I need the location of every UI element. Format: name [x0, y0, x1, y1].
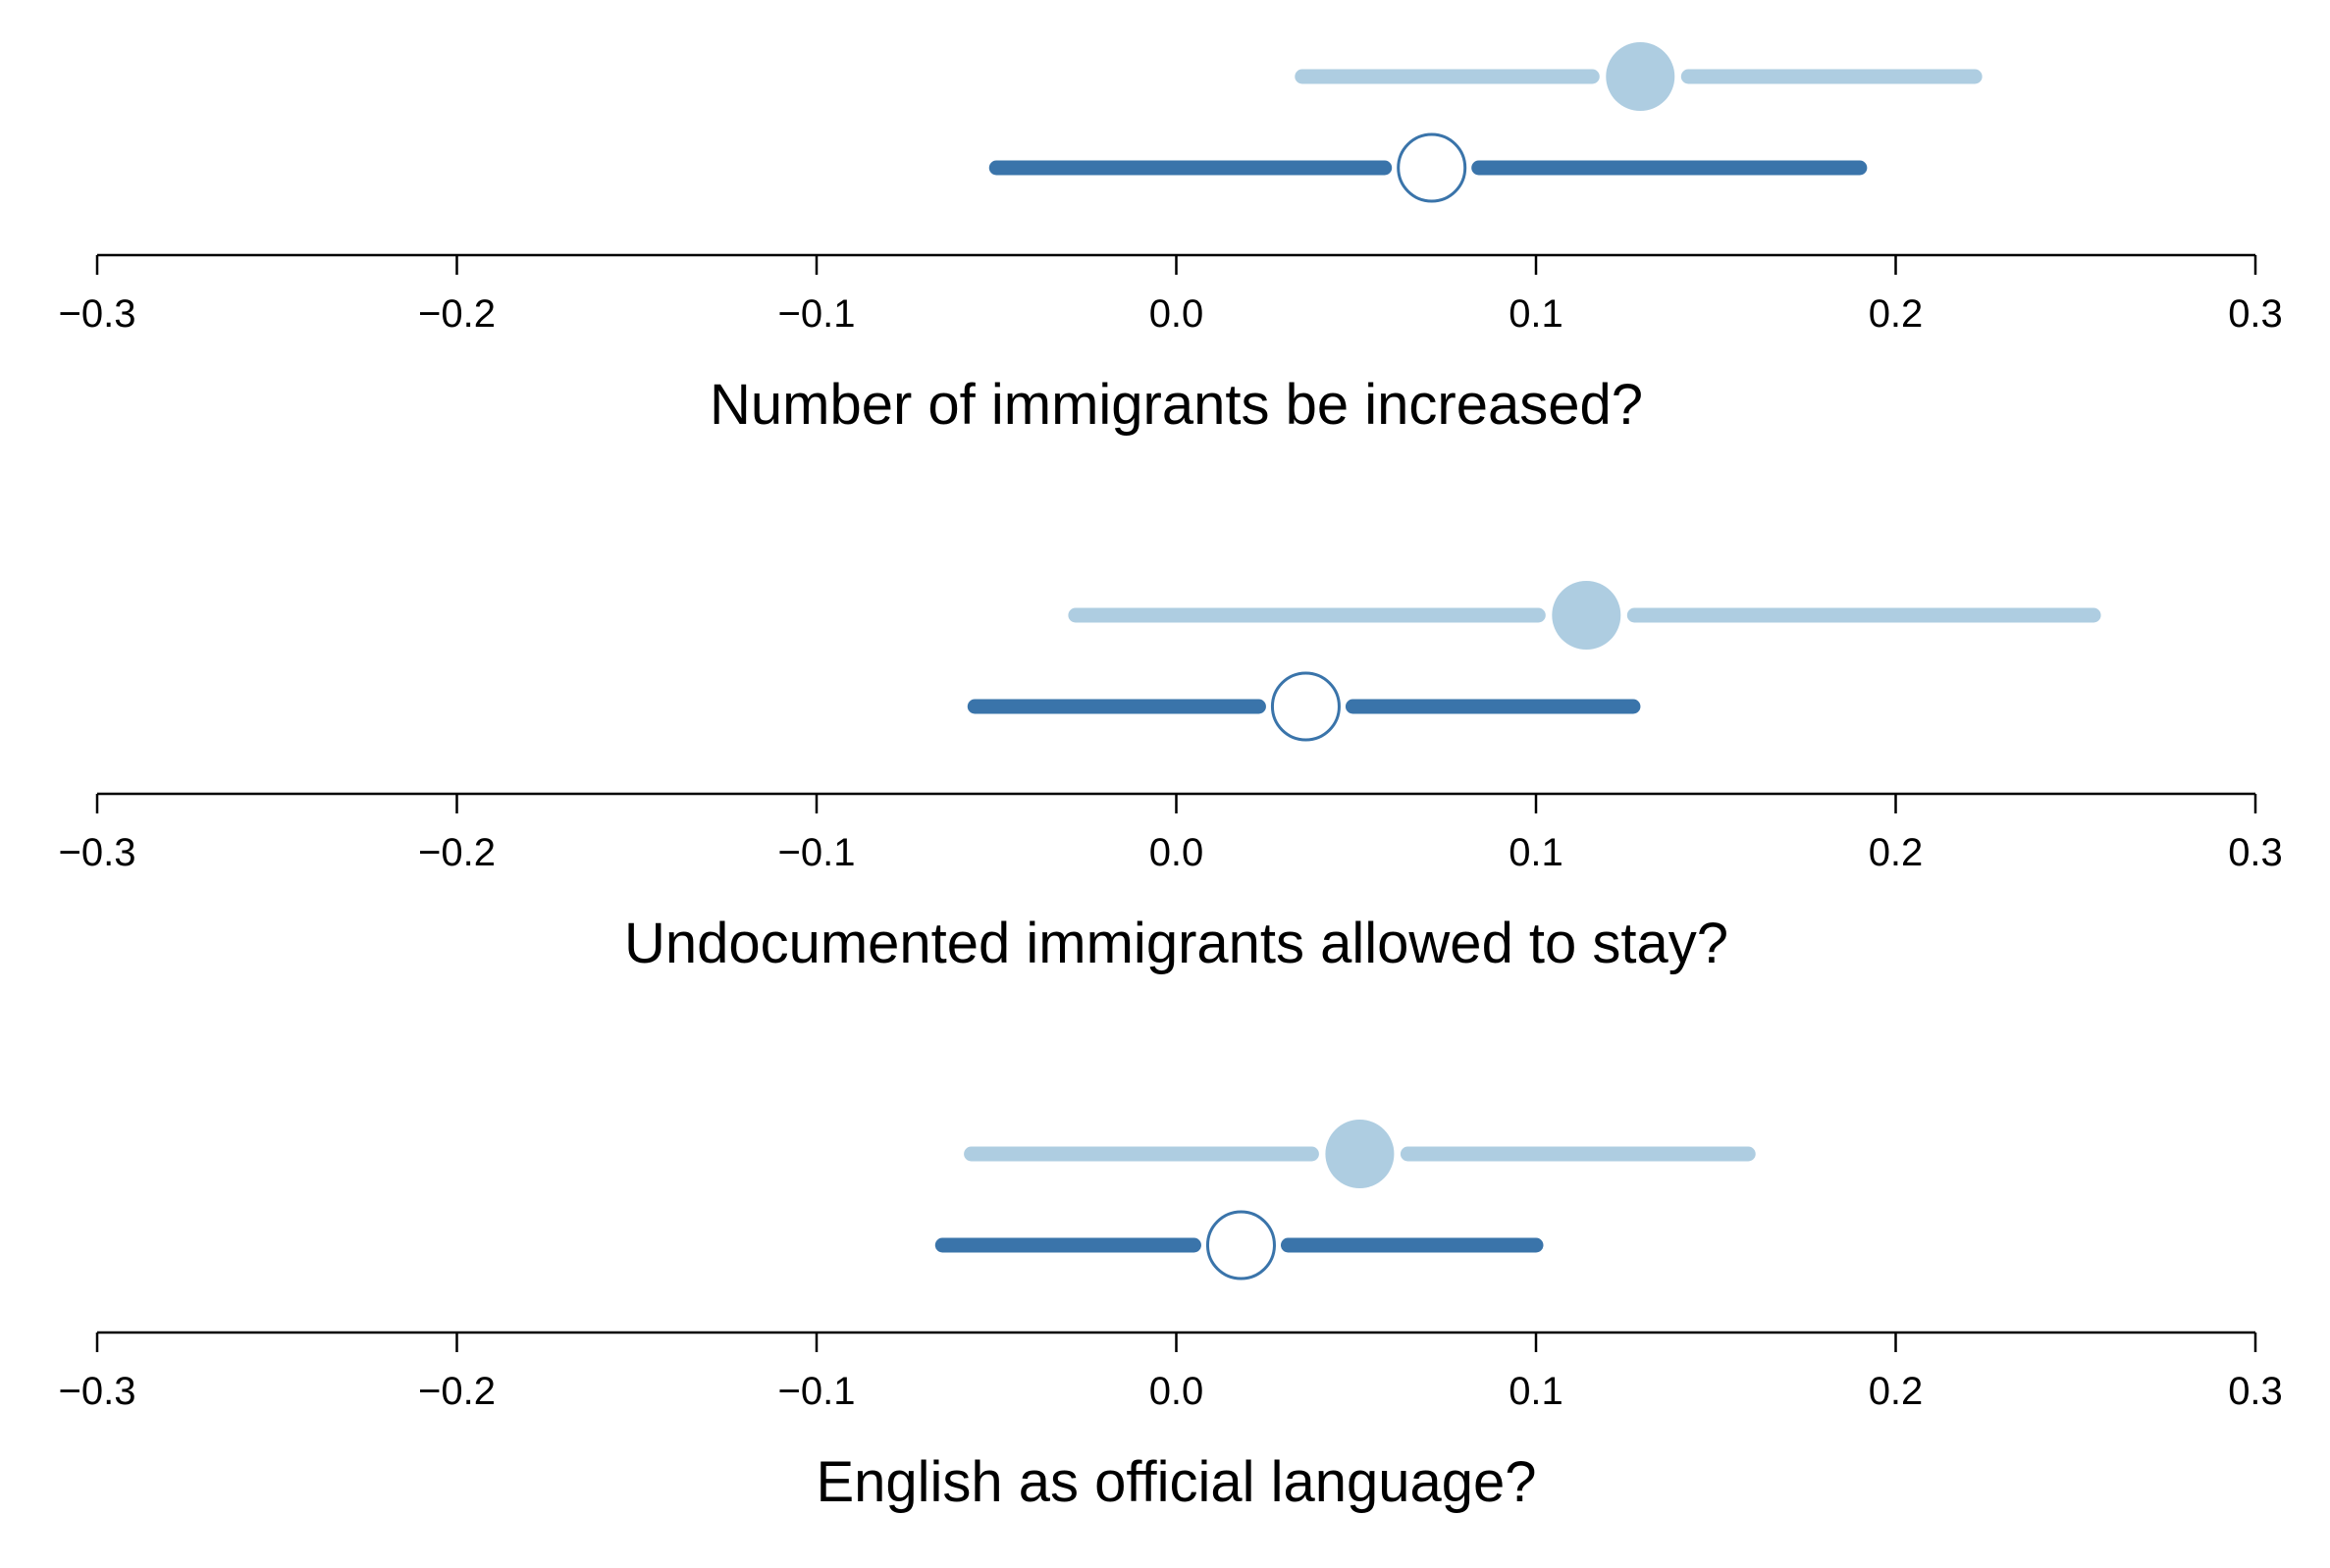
x-tick-label: −0.2 — [418, 1370, 496, 1413]
point-estimate-open — [1270, 671, 1341, 742]
x-tick-label: −0.3 — [59, 1370, 136, 1413]
x-tick-label: 0.3 — [2228, 292, 2283, 336]
x-tick-label: 0.2 — [1869, 292, 1924, 336]
x-tick-label: 0.1 — [1509, 1370, 1563, 1413]
series-2-group — [934, 1210, 1544, 1281]
x-tick-label: −0.1 — [778, 292, 856, 336]
series-1-group — [964, 1120, 1756, 1188]
x-tick-label: 0.0 — [1149, 831, 1204, 874]
point-estimate-filled — [1552, 581, 1621, 650]
x-tick-label: 0.3 — [2228, 1370, 2283, 1413]
x-tick-label: 0.1 — [1509, 292, 1563, 336]
point-estimate-filled — [1606, 42, 1675, 111]
x-tick-label: −0.2 — [418, 292, 496, 336]
x-axis-title: English as official language? — [816, 1450, 1536, 1514]
x-tick-label: −0.3 — [59, 831, 136, 874]
forest-panel-3: −0.3 −0.2 −0.1 0.0 0.1 0.2 0.3 English as offic… — [59, 1120, 2283, 1514]
x-tick-label: −0.3 — [59, 292, 136, 336]
series-1-group — [1295, 42, 1983, 111]
x-axis-title: Undocumented immigrants allowed to stay? — [624, 912, 1728, 975]
x-tick-label: 0.0 — [1149, 292, 1204, 336]
forest-panel-2: −0.3 −0.2 −0.1 0.0 0.1 0.2 0.3 Undocumented imm… — [59, 581, 2283, 975]
series-2-group — [967, 671, 1641, 742]
series-2-group — [988, 132, 1868, 203]
point-estimate-open — [1205, 1210, 1276, 1281]
forest-panel-1: −0.3 −0.2 −0.1 0.0 0.1 0.2 0.3 Number of immigr… — [59, 42, 2283, 437]
x-tick-label: 0.1 — [1509, 831, 1563, 874]
x-tick-label: 0.0 — [1149, 1370, 1204, 1413]
x-tick-label: −0.1 — [778, 831, 856, 874]
point-estimate-filled — [1325, 1120, 1395, 1188]
x-tick-label: 0.3 — [2228, 831, 2283, 874]
x-tick-label: 0.2 — [1869, 1370, 1924, 1413]
series-1-group — [1068, 581, 2101, 650]
x-tick-label: 0.2 — [1869, 831, 1924, 874]
x-tick-label: −0.2 — [418, 831, 496, 874]
point-estimate-open — [1397, 132, 1467, 203]
x-tick-label: −0.1 — [778, 1370, 856, 1413]
x-axis-title: Number of immigrants be increased? — [710, 373, 1643, 437]
